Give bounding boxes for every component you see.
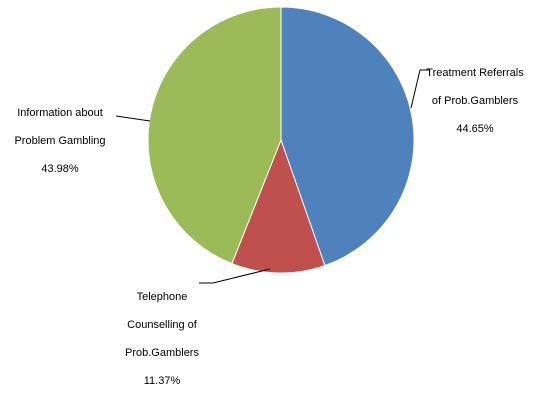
slice-label-line: Problem Gambling [14, 135, 106, 147]
slice-label-line: Information about [17, 107, 103, 119]
leader-line-treatment-referrals [410, 69, 429, 109]
slice-percent: 11.37% [143, 375, 181, 387]
slice-label-line: Prob.Gamblers [125, 347, 199, 359]
pie-slice-telephone-counselling [231, 138, 326, 274]
slice-percent: 43.98% [41, 163, 79, 175]
slice-label-information-about: Information about Problem Gambling 43.98… [4, 92, 116, 190]
slice-percent: 44.65% [456, 123, 494, 135]
leader-line-information-about [115, 115, 151, 122]
pie-slice-information-about [147, 6, 282, 265]
slice-label-line: Telephone [136, 291, 188, 303]
leader-line-telephone-counselling [199, 268, 271, 284]
pie-chart [115, 6, 429, 284]
slice-label-line: Treatment Referrals [426, 67, 524, 79]
slice-label-line: Counselling of [127, 319, 197, 331]
slice-label-telephone-counselling: Telephone Counselling of Prob.Gamblers 1… [112, 276, 212, 402]
slice-label-treatment-referrals: Treatment Referrals of Prob.Gamblers 44.… [416, 52, 534, 150]
pie-slice-treatment-referrals [280, 6, 415, 267]
slice-label-line: of Prob.Gamblers [431, 95, 519, 107]
